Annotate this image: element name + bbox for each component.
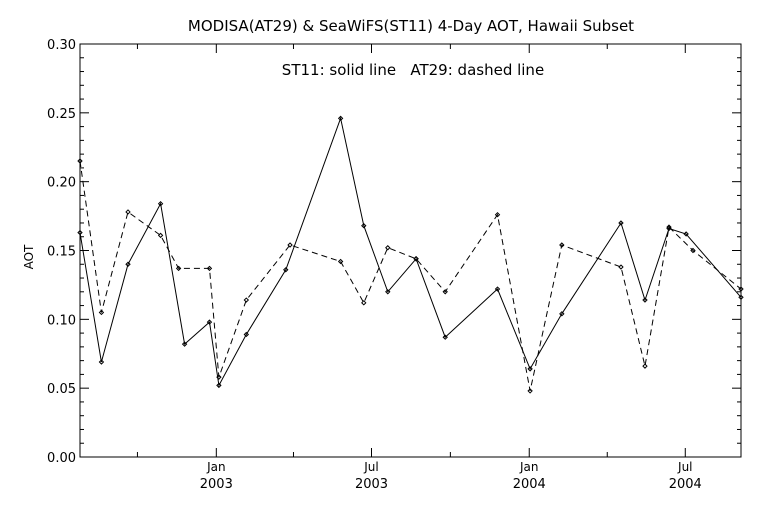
plot-frame — [79, 43, 742, 458]
x-tick-month-label: Jan — [206, 460, 226, 474]
data-point-st11 — [125, 261, 131, 267]
data-point-st11 — [442, 334, 448, 340]
y-tick-label: 0.30 — [47, 38, 76, 53]
x-tick-month-label: Jan — [519, 460, 539, 474]
line-style-annotation: ST11: solid line AT29: dashed line — [282, 61, 544, 79]
series-at29 — [77, 158, 744, 394]
data-point-st11 — [98, 359, 105, 365]
y-axis: 0.00 0.05 0.10 0.15 0.20 0.25 0.30 — [47, 38, 741, 466]
data-point-st11 — [77, 229, 83, 236]
series-layer — [77, 115, 744, 394]
data-point-st11 — [494, 286, 501, 292]
data-point-at29 — [738, 286, 744, 292]
data-point-at29 — [361, 300, 367, 306]
data-point-at29 — [125, 209, 131, 215]
data-point-st11 — [642, 297, 648, 303]
data-point-at29 — [157, 232, 164, 239]
y-tick-label: 0.20 — [47, 176, 76, 191]
data-point-at29 — [666, 224, 672, 230]
data-point-at29 — [337, 258, 344, 265]
data-point-at29 — [287, 242, 293, 248]
data-point-at29 — [243, 297, 250, 303]
y-tick-label: 0.00 — [47, 451, 76, 466]
data-point-st11 — [361, 223, 367, 229]
chart-title: MODISA(AT29) & SeaWiFS(ST11) 4-Day AOT, … — [188, 17, 634, 35]
data-point-at29 — [559, 242, 565, 248]
data-point-at29 — [690, 247, 696, 254]
y-axis-label: AOT — [22, 244, 36, 269]
data-point-at29 — [442, 289, 448, 295]
data-point-st11 — [243, 331, 250, 338]
data-point-st11 — [527, 366, 533, 372]
data-point-st11 — [337, 115, 344, 122]
data-point-st11 — [738, 294, 744, 301]
series-line-at29 — [79, 160, 742, 392]
data-point-at29 — [385, 245, 391, 251]
data-point-st11 — [157, 200, 164, 207]
x-tick-year-label: 2004 — [513, 477, 546, 492]
x-tick-year-label: 2004 — [669, 477, 702, 492]
data-point-st11 — [283, 267, 289, 273]
x-tick-year-label: 2003 — [200, 477, 233, 492]
data-point-at29 — [77, 158, 83, 164]
data-point-at29 — [527, 388, 533, 394]
x-tick-month-label: Jul — [363, 460, 378, 474]
data-point-at29 — [98, 309, 105, 316]
data-point-at29 — [216, 374, 222, 380]
y-tick-label: 0.05 — [47, 382, 76, 397]
data-point-at29 — [206, 265, 213, 272]
x-tick-year-label: 2003 — [355, 477, 388, 492]
series-line-st11 — [79, 116, 742, 387]
data-point-at29 — [175, 265, 182, 272]
series-st11 — [77, 115, 744, 389]
data-point-at29 — [413, 256, 419, 262]
y-tick-label: 0.25 — [47, 107, 76, 122]
x-tick-month-label: Jul — [677, 460, 692, 474]
data-point-st11 — [181, 341, 188, 347]
data-point-st11 — [683, 231, 689, 237]
data-point-st11 — [618, 220, 624, 226]
y-tick-label: 0.15 — [47, 245, 76, 260]
y-tick-label: 0.10 — [47, 313, 76, 328]
data-point-at29 — [494, 211, 501, 218]
data-point-st11 — [216, 382, 222, 389]
data-point-st11 — [206, 319, 213, 325]
data-point-at29 — [642, 363, 648, 369]
data-point-at29 — [618, 264, 624, 270]
data-point-st11 — [385, 289, 391, 295]
x-axis: Jan 2003 Jul 2003 Jan 2004 Jul 2004 — [136, 44, 702, 492]
data-point-st11 — [559, 311, 565, 317]
